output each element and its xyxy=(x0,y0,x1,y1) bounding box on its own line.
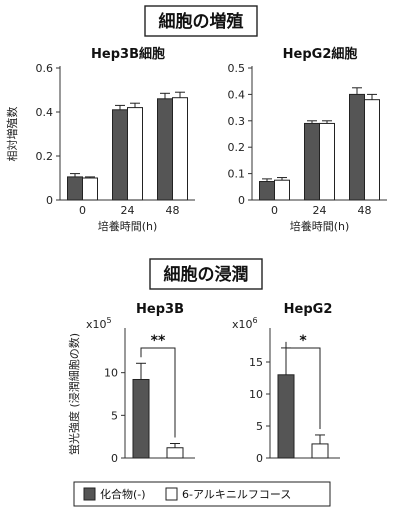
y-tick-label: 0.3 xyxy=(228,115,246,128)
chart-title: HepG2 xyxy=(284,302,333,317)
y-multiplier: x105 xyxy=(86,316,112,331)
bar-treated xyxy=(319,122,335,201)
significance-bracket xyxy=(285,341,321,429)
significance-marker: ** xyxy=(151,333,166,349)
chart-hep3b-proliferation: Hep3B細胞 0 0.2 0.4 0.6 相対増殖数 0 24 48 培養時間(h) xyxy=(5,46,195,233)
y-tick-label: 0 xyxy=(256,452,263,465)
legend-label-treated: 6-アルキニルフコース xyxy=(182,488,291,501)
bar-control xyxy=(259,181,275,201)
bar-treated xyxy=(127,107,143,201)
x-tick-label: 48 xyxy=(358,204,372,217)
chart-hepg2-proliferation: HepG2細胞 0 0.1 0.2 0.3 0.4 0.5 0 24 48 培養時間(h) xyxy=(228,46,387,233)
y-tick-label: 0.4 xyxy=(228,88,246,101)
bar-control xyxy=(67,176,83,201)
y-axis-label: 蛍光強度 (浸潤細胞の数) xyxy=(67,333,81,455)
legend-swatch-control xyxy=(83,487,96,501)
bar-treated xyxy=(166,447,184,459)
y-tick-label: 10 xyxy=(104,367,118,380)
y-tick-label: 0 xyxy=(46,194,53,207)
chart-title: HepG2細胞 xyxy=(283,46,358,62)
x-tick-label: 24 xyxy=(313,204,327,217)
bar-treated xyxy=(172,97,188,201)
bar-control xyxy=(349,93,365,201)
x-tick-label: 24 xyxy=(121,204,135,217)
y-tick-label: 0.5 xyxy=(228,62,246,75)
significance-marker: * xyxy=(299,333,307,349)
y-tick-label: 0.2 xyxy=(36,150,54,163)
x-axis-label: 培養時間(h) xyxy=(290,219,350,233)
chart-hepg2-invasion: HepG2 0 5 10 15 x106 * xyxy=(232,302,340,465)
y-tick-label: 0.2 xyxy=(228,141,246,154)
y-tick-label: 0 xyxy=(238,194,245,207)
invasion-title-box xyxy=(149,258,263,290)
y-tick-label: 0 xyxy=(111,452,118,465)
y-tick-label: 0.1 xyxy=(228,168,246,181)
bar-treated xyxy=(364,99,380,201)
legend-label-control: 化合物(-) xyxy=(100,487,146,501)
y-axis-label: 相対増殖数 xyxy=(5,107,19,162)
invasion-title: 細胞の浸潤 xyxy=(164,264,249,285)
proliferation-section-header: 細胞の増殖 xyxy=(144,5,258,37)
y-tick-label: 10 xyxy=(249,388,263,401)
proliferation-title: 細胞の増殖 xyxy=(159,11,244,32)
significance-bracket xyxy=(140,347,176,438)
y-tick-label: 5 xyxy=(111,409,118,422)
bar-treated xyxy=(274,179,290,201)
y-multiplier: x106 xyxy=(232,316,258,331)
bar-control xyxy=(157,98,173,201)
legend: 化合物(-) 6-アルキニルフコース xyxy=(73,481,331,507)
y-tick-label: 0.6 xyxy=(36,62,54,75)
chart-hep3b-invasion: Hep3B 0 5 10 x105 蛍光強度 (浸潤細胞の数) ** xyxy=(67,302,195,465)
bar-control xyxy=(304,122,320,201)
bar-control xyxy=(112,109,128,201)
chart-title: Hep3B細胞 xyxy=(91,46,165,62)
bar-treated xyxy=(82,177,98,201)
y-tick-label: 5 xyxy=(256,420,263,433)
y-tick-label: 15 xyxy=(249,356,263,369)
invasion-section-header: 細胞の浸潤 xyxy=(149,258,263,290)
legend-swatch-treated xyxy=(165,487,178,501)
x-tick-label: 0 xyxy=(271,204,278,217)
legend-box xyxy=(73,481,331,507)
chart-title: Hep3B xyxy=(136,302,184,317)
proliferation-title-box xyxy=(144,5,258,37)
x-axis-label: 培養時間(h) xyxy=(98,219,158,233)
bar-control xyxy=(132,378,150,459)
y-tick-label: 0.4 xyxy=(36,106,54,119)
bar-treated xyxy=(311,443,329,459)
x-tick-label: 48 xyxy=(166,204,180,217)
bar-control xyxy=(277,374,295,459)
x-tick-label: 0 xyxy=(79,204,86,217)
